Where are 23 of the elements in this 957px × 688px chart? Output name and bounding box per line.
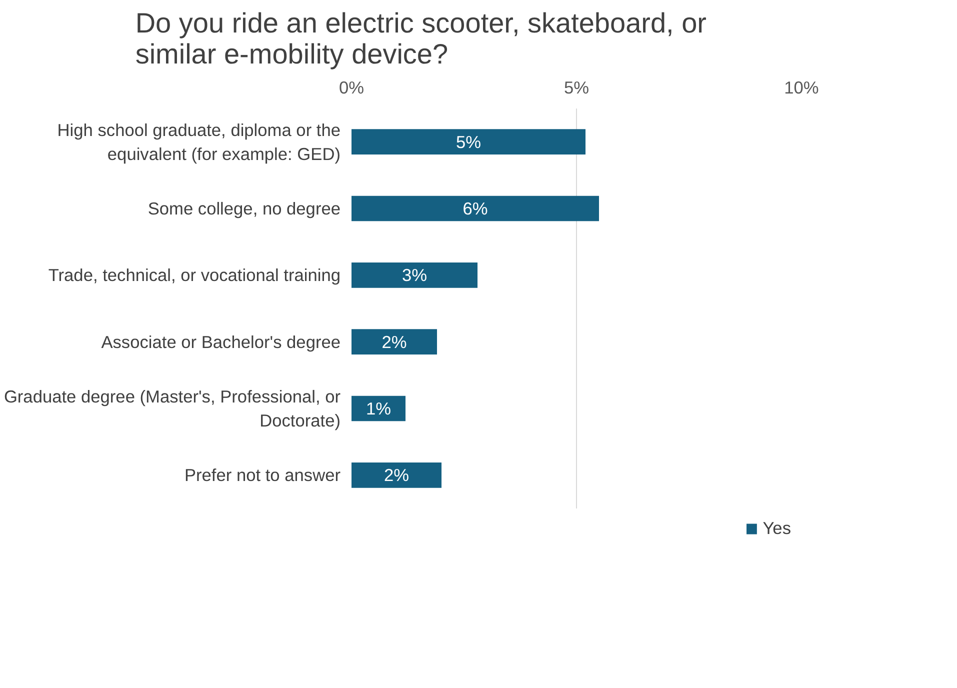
y-tick-label: Some college, no degree bbox=[148, 198, 341, 218]
data-label: 5% bbox=[456, 132, 482, 152]
bar bbox=[352, 462, 442, 488]
x-tick-label: 5% bbox=[564, 78, 590, 98]
y-tick-label: Associate or Bachelor's degree bbox=[101, 332, 341, 352]
bar bbox=[352, 129, 586, 154]
data-label: 6% bbox=[462, 198, 488, 218]
y-tick-label: Graduate degree (Master's, Professional, or Doctorate) bbox=[4, 386, 341, 430]
data-label: 2% bbox=[384, 465, 410, 486]
bar bbox=[352, 262, 478, 288]
bar bbox=[352, 329, 437, 354]
data-label: 1% bbox=[366, 398, 392, 418]
x-tick-label: 0% bbox=[338, 78, 364, 98]
y-tick-label: Trade, technical, or vocational training bbox=[48, 265, 341, 286]
legend-label: Yes bbox=[762, 518, 791, 539]
data-label: 3% bbox=[402, 265, 428, 286]
bar bbox=[352, 196, 599, 222]
data-label: 2% bbox=[382, 332, 407, 352]
y-tick-label: High school graduate, diploma or the equivalent (for example: GED) bbox=[57, 120, 341, 164]
chart-title: Do you ride an electric scooter, skateboard, or similar e-mobility device? bbox=[135, 8, 707, 70]
x-tick-label: 10% bbox=[784, 78, 819, 98]
y-tick-label: Prefer not to answer bbox=[184, 465, 341, 486]
bar bbox=[352, 396, 406, 422]
